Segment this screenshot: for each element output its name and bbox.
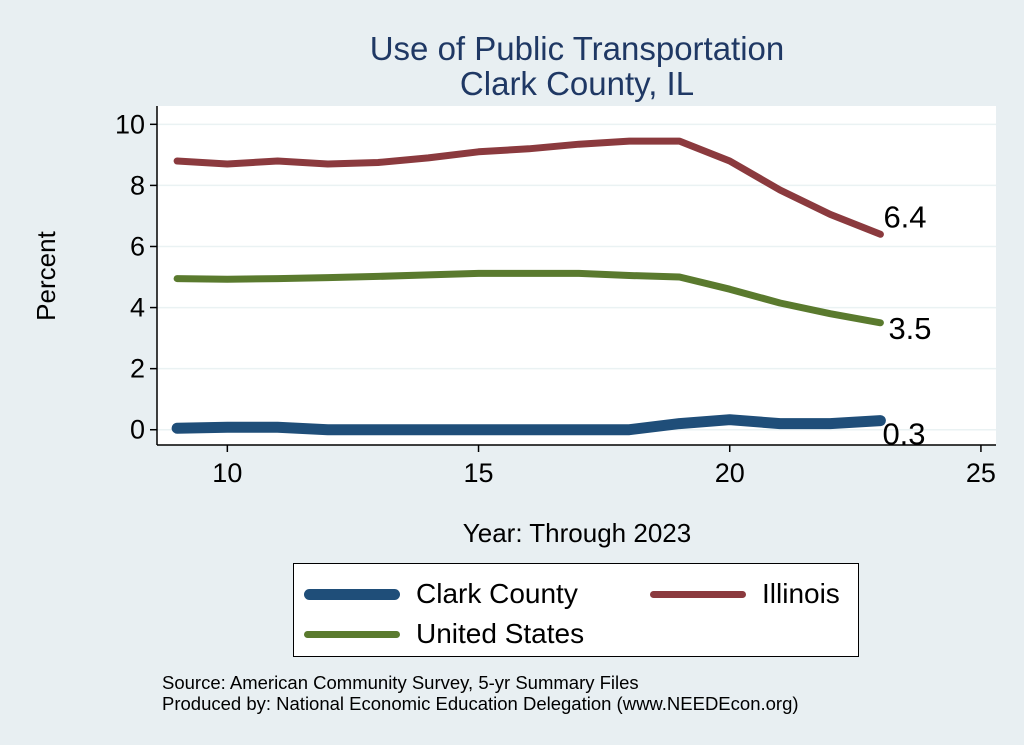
end-labels: 0.3 6.4 3.5 xyxy=(882,199,931,451)
x-tick-label: 15 xyxy=(464,458,494,488)
series-line-illinois xyxy=(173,137,884,238)
y-tick-label: 0 xyxy=(130,415,145,445)
y-tick-label: 6 xyxy=(130,231,145,261)
legend-swatch-illinois xyxy=(650,590,746,598)
series-lines xyxy=(171,137,886,436)
legend-label-united-states: United States xyxy=(416,618,585,649)
series-line-united-states xyxy=(173,269,884,327)
y-axis-title: Percent xyxy=(31,230,61,320)
y-tick-label: 8 xyxy=(130,170,145,200)
x-tick-label: 10 xyxy=(212,458,242,488)
legend-label-illinois: Illinois xyxy=(762,578,840,609)
x-axis-title: Year: Through 2023 xyxy=(463,518,691,548)
legend-item-illinois: Illinois xyxy=(650,578,840,610)
y-tick-label: 4 xyxy=(130,293,145,323)
legend-swatch-united-states xyxy=(304,630,400,638)
x-tick-label: 25 xyxy=(966,458,996,488)
series-line-clark-county xyxy=(171,414,886,436)
end-label-united-states: 3.5 xyxy=(888,311,931,346)
legend-item-clark-county: Clark County xyxy=(304,578,578,610)
legend-label-clark-county: Clark County xyxy=(416,578,578,609)
axes: 0 2 4 6 8 10 10 15 20 25 xyxy=(115,106,996,488)
chart-subtitle: Clark County, IL xyxy=(459,65,695,102)
end-label-clark-county: 0.3 xyxy=(882,417,925,452)
legend: Clark County Illinois United States xyxy=(293,563,859,657)
legend-item-united-states: United States xyxy=(304,618,584,650)
x-tick-label: 20 xyxy=(715,458,745,488)
y-tick-label: 2 xyxy=(130,354,145,384)
producer-note: Produced by: National Economic Education… xyxy=(162,693,799,714)
legend-swatch-clark-county xyxy=(304,588,400,600)
y-tick-label: 10 xyxy=(115,109,145,139)
source-note: Source: American Community Survey, 5-yr … xyxy=(162,672,639,693)
chart-title: Use of Public Transportation xyxy=(369,30,785,67)
gridlines xyxy=(157,123,996,431)
end-label-illinois: 6.4 xyxy=(883,199,926,234)
